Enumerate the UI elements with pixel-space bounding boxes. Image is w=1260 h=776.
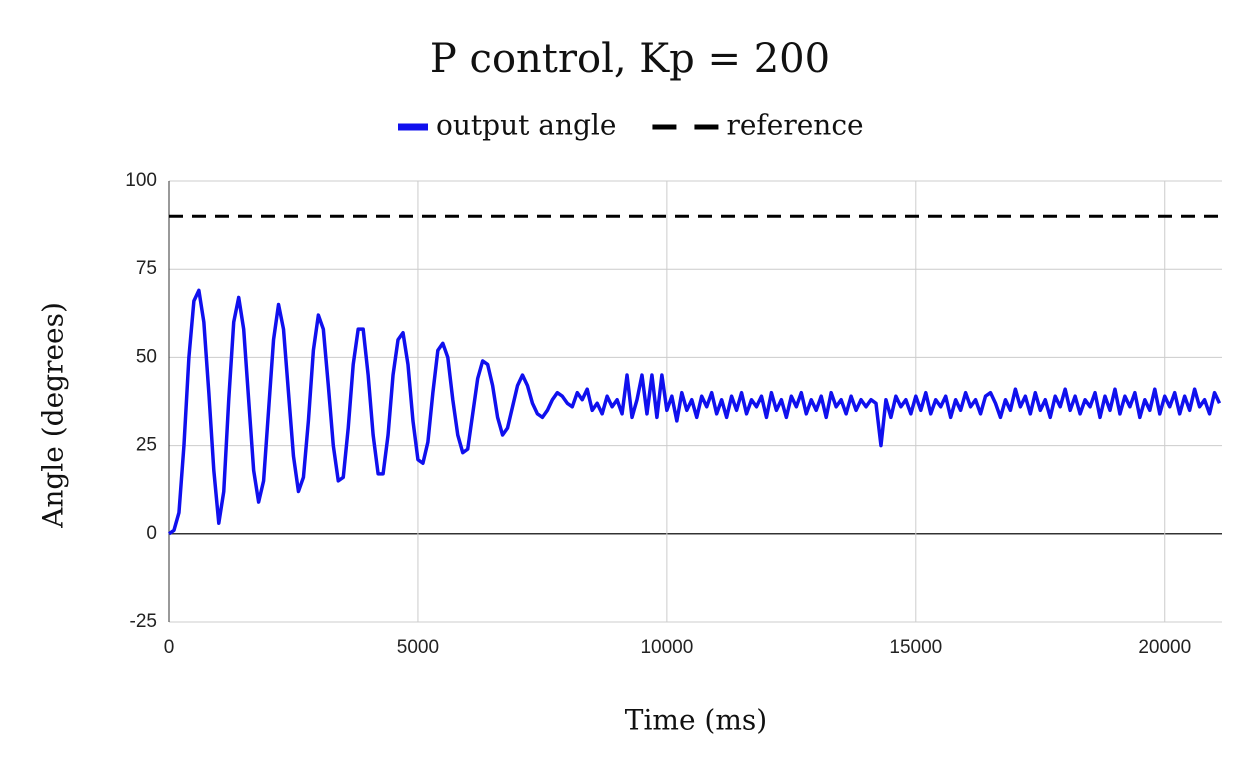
y-axis-title: Angle (degrees) (37, 302, 70, 529)
data-line (167, 288, 1222, 536)
x-tick-label: 5000 (397, 637, 439, 658)
legend-label: reference (726, 109, 863, 142)
y-tick-label: 0 (146, 523, 157, 544)
y-tick-label: 50 (136, 346, 157, 367)
y-tick-label: 75 (136, 258, 157, 279)
x-tick-label: 0 (164, 637, 175, 658)
y-tick-label: 100 (125, 170, 157, 191)
x-tick-label: 20000 (1138, 637, 1191, 658)
legend: output angle reference (398, 109, 864, 142)
x-tick-label: 10000 (640, 637, 693, 658)
chart-title: P control, Kp = 200 (430, 36, 830, 82)
y-tick-label: -25 (130, 611, 157, 632)
x-tick-label: 15000 (889, 637, 942, 658)
x-axis-title: Time (ms) (625, 704, 767, 737)
legend-label: output angle (436, 109, 616, 142)
y-tick-label: 25 (136, 435, 157, 456)
